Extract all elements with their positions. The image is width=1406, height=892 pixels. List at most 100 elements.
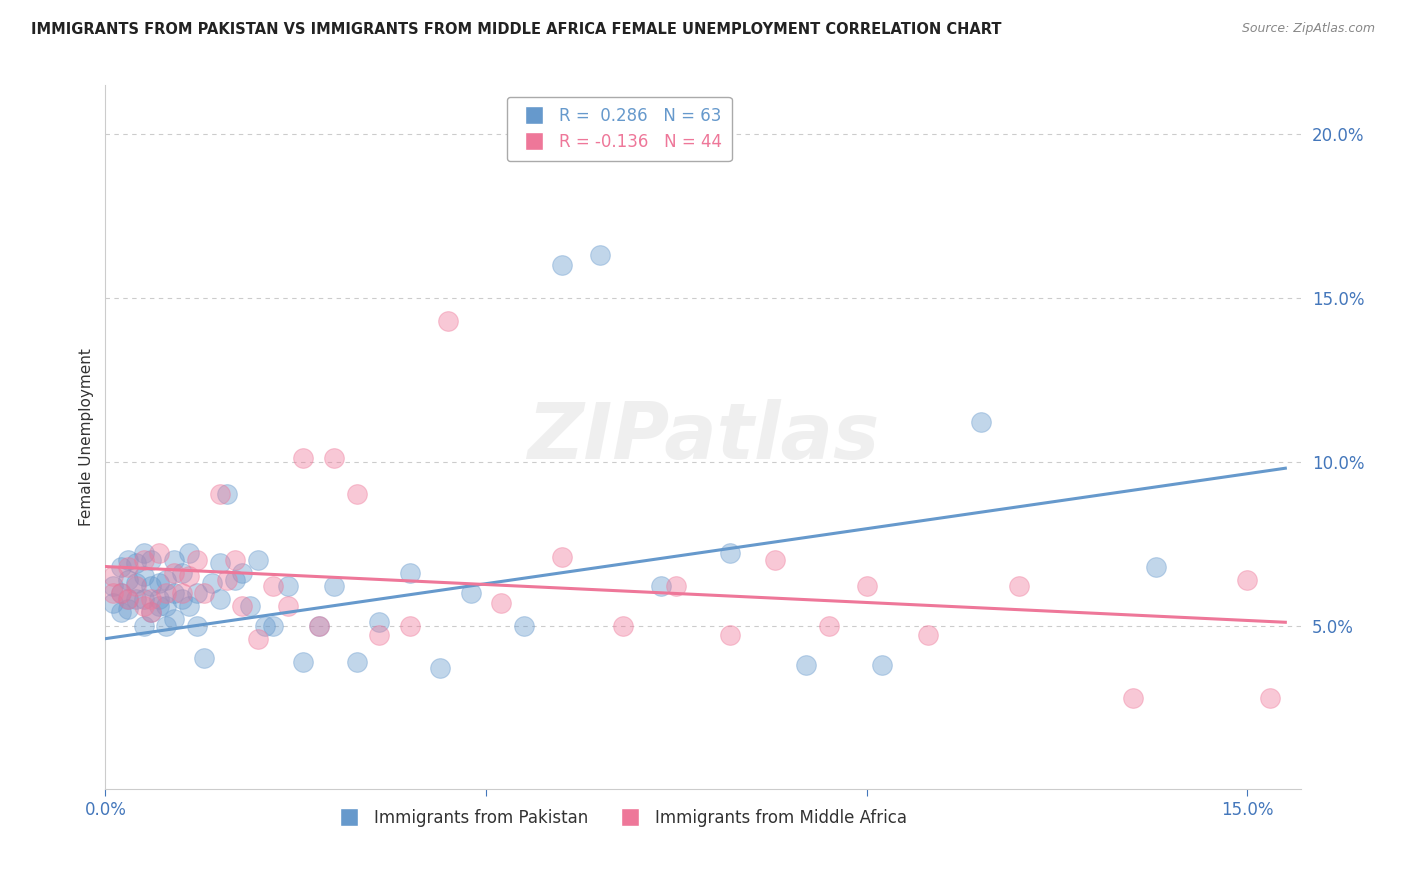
Point: [208, 556, 231, 570]
Point: [186, 586, 208, 600]
Point: [346, 655, 368, 669]
Point: [1144, 559, 1167, 574]
Point: [794, 657, 817, 672]
Point: [110, 586, 132, 600]
Point: [460, 586, 482, 600]
Point: [513, 618, 536, 632]
Point: [155, 573, 177, 587]
Point: [125, 556, 148, 570]
Point: [201, 576, 224, 591]
Point: [239, 599, 262, 613]
Point: [132, 553, 155, 567]
Point: [718, 628, 741, 642]
Text: IMMIGRANTS FROM PAKISTAN VS IMMIGRANTS FROM MIDDLE AFRICA FEMALE UNEMPLOYMENT CO: IMMIGRANTS FROM PAKISTAN VS IMMIGRANTS F…: [31, 22, 1001, 37]
Point: [148, 576, 170, 591]
Point: [224, 553, 246, 567]
Point: [589, 248, 612, 262]
Point: [132, 546, 155, 560]
Point: [817, 618, 839, 632]
Point: [101, 596, 124, 610]
Point: [117, 602, 139, 616]
Point: [179, 599, 201, 613]
Point: [1258, 690, 1281, 705]
Point: [292, 655, 315, 669]
Point: [308, 618, 330, 632]
Point: [429, 661, 451, 675]
Point: [970, 415, 993, 429]
Point: [855, 579, 877, 593]
Point: [148, 592, 170, 607]
Point: [399, 618, 422, 632]
Point: [155, 599, 177, 613]
Point: [110, 559, 132, 574]
Point: [170, 566, 193, 580]
Point: [139, 606, 162, 620]
Point: [262, 579, 284, 593]
Point: [125, 576, 148, 591]
Point: [491, 596, 513, 610]
Point: [139, 579, 162, 593]
Point: [132, 592, 155, 607]
Point: [246, 632, 269, 646]
Point: [110, 586, 132, 600]
Point: [163, 553, 186, 567]
Point: [117, 592, 139, 607]
Point: [1122, 690, 1144, 705]
Point: [665, 579, 688, 593]
Point: [224, 573, 246, 587]
Point: [155, 618, 177, 632]
Point: [551, 258, 574, 272]
Point: [148, 546, 170, 560]
Legend: Immigrants from Pakistan, Immigrants from Middle Africa: Immigrants from Pakistan, Immigrants fro…: [325, 803, 914, 834]
Point: [368, 615, 391, 630]
Point: [231, 599, 253, 613]
Point: [1236, 573, 1258, 587]
Point: [101, 569, 124, 583]
Point: [125, 592, 148, 607]
Point: [101, 579, 124, 593]
Point: [170, 586, 193, 600]
Point: [193, 651, 215, 665]
Point: [132, 569, 155, 583]
Point: [117, 559, 139, 574]
Point: [148, 599, 170, 613]
Y-axis label: Female Unemployment: Female Unemployment: [79, 348, 94, 526]
Point: [246, 553, 269, 567]
Point: [110, 606, 132, 620]
Point: [368, 628, 391, 642]
Point: [650, 579, 672, 593]
Point: [101, 586, 124, 600]
Point: [208, 487, 231, 501]
Point: [186, 618, 208, 632]
Point: [186, 553, 208, 567]
Point: [179, 546, 201, 560]
Point: [399, 566, 422, 580]
Point: [163, 586, 186, 600]
Point: [193, 586, 215, 600]
Point: [139, 592, 162, 607]
Point: [139, 606, 162, 620]
Point: [277, 579, 299, 593]
Point: [612, 618, 634, 632]
Point: [217, 573, 239, 587]
Point: [346, 487, 368, 501]
Point: [231, 566, 253, 580]
Point: [292, 451, 315, 466]
Point: [262, 618, 284, 632]
Point: [1008, 579, 1031, 593]
Point: [917, 628, 939, 642]
Point: [132, 599, 155, 613]
Point: [117, 553, 139, 567]
Point: [117, 573, 139, 587]
Point: [551, 549, 574, 564]
Text: ZIPatlas: ZIPatlas: [527, 399, 879, 475]
Point: [125, 579, 148, 593]
Point: [170, 592, 193, 607]
Point: [163, 612, 186, 626]
Point: [208, 592, 231, 607]
Point: [155, 586, 177, 600]
Point: [179, 569, 201, 583]
Point: [163, 566, 186, 580]
Point: [139, 553, 162, 567]
Point: [437, 314, 460, 328]
